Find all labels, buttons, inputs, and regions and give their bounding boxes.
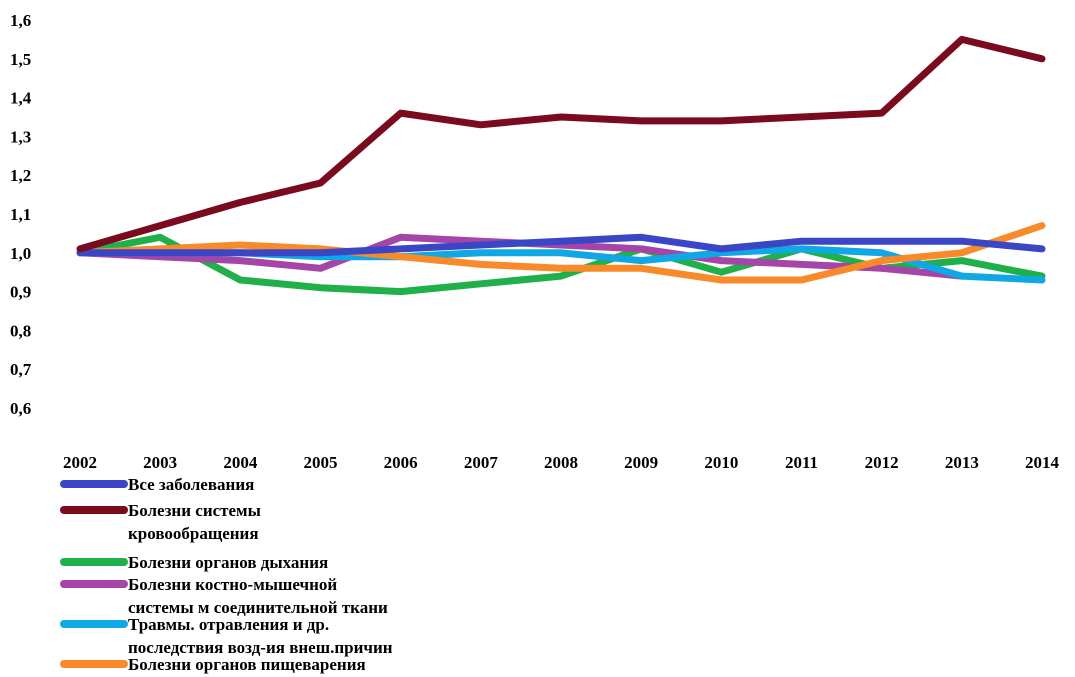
x-tick-label: 2011 bbox=[785, 453, 818, 472]
series-line bbox=[76, 222, 1046, 284]
x-tick-label: 2002 bbox=[63, 453, 97, 472]
legend-item: Болезни органов пищеварения bbox=[60, 653, 488, 676]
y-tick-label: 0,9 bbox=[10, 283, 31, 302]
line-chart: 1,61,51,41,31,21,11,00,90,80,70,6 2002 20… bbox=[10, 11, 1060, 472]
y-tick-label: 1,5 bbox=[10, 50, 31, 69]
x-tick-label: 2012 bbox=[865, 453, 899, 472]
legend-label-line: Болезни органов пищеварения bbox=[128, 655, 366, 674]
x-tick-label: 2008 bbox=[544, 453, 578, 472]
legend-item: Болезни системы кровообращения bbox=[60, 499, 488, 545]
y-tick-label: 1,0 bbox=[10, 244, 31, 263]
x-tick-label: 2006 bbox=[384, 453, 418, 472]
legend-label: Травмы. отравления и др. последствия возд… bbox=[128, 613, 488, 659]
legend-label: Болезни органов дыхания bbox=[128, 551, 488, 574]
x-tick-label: 2005 bbox=[304, 453, 338, 472]
legend-label: Болезни органов пищеварения bbox=[128, 653, 488, 676]
legend-label: Болезни костно-мышечной системы м соедини… bbox=[128, 573, 488, 619]
series-line bbox=[76, 233, 1046, 257]
legend-item: Болезни органов дыхания bbox=[60, 551, 488, 574]
legend-label-line: Болезни костно-мышечной bbox=[128, 575, 338, 594]
legend-swatch bbox=[60, 580, 128, 588]
y-tick-label: 0,7 bbox=[10, 360, 32, 379]
y-tick-label: 1,1 bbox=[10, 205, 31, 224]
x-tick-label: 2007 bbox=[464, 453, 499, 472]
legend-swatch bbox=[60, 620, 128, 628]
legend-label-line: Болезни системы bbox=[128, 501, 261, 520]
legend-label: Болезни системы кровообращения bbox=[128, 499, 488, 545]
x-tick-label: 2004 bbox=[223, 453, 258, 472]
legend-item: Болезни костно-мышечной системы м соедини… bbox=[60, 573, 488, 619]
y-tick-label: 1,4 bbox=[10, 89, 32, 108]
x-tick-label: 2009 bbox=[624, 453, 658, 472]
series-line bbox=[76, 35, 1046, 253]
legend-label-line: Травмы. отравления и др. bbox=[128, 615, 330, 634]
x-tick-label: 2014 bbox=[1025, 453, 1060, 472]
x-tick-label: 2013 bbox=[945, 453, 979, 472]
y-tick-label: 1,6 bbox=[10, 11, 31, 30]
legend-swatch bbox=[60, 506, 128, 514]
legend-item: Травмы. отравления и др. последствия возд… bbox=[60, 613, 488, 659]
series-lines bbox=[76, 35, 1046, 296]
x-tick-label: 2010 bbox=[704, 453, 738, 472]
legend-label-line: кровообращения bbox=[128, 524, 259, 543]
x-axis-ticks: 2002 2003 2004 2005 2006 2007 2008 2009 2010 2011… bbox=[63, 453, 1060, 472]
y-tick-label: 0,8 bbox=[10, 321, 31, 340]
legend-label-line: последствия возд-ия внеш.причин bbox=[128, 638, 393, 657]
y-tick-label: 1,2 bbox=[10, 166, 31, 185]
legend-swatch bbox=[60, 480, 128, 488]
y-tick-label: 0,6 bbox=[10, 399, 31, 418]
legend-label-line: системы м соединительной ткани bbox=[128, 598, 388, 617]
y-axis-ticks: 1,6 1,5 1,4 1,3 1,2 1,1 1,0 0,9 0,8 0,7 0,6 bbox=[10, 11, 32, 418]
y-tick-label: 1,3 bbox=[10, 127, 31, 146]
legend-swatch bbox=[60, 558, 128, 566]
legend-swatch bbox=[60, 660, 128, 668]
x-tick-label: 2003 bbox=[143, 453, 177, 472]
legend-label-line: Болезни органов дыхания bbox=[128, 553, 329, 572]
